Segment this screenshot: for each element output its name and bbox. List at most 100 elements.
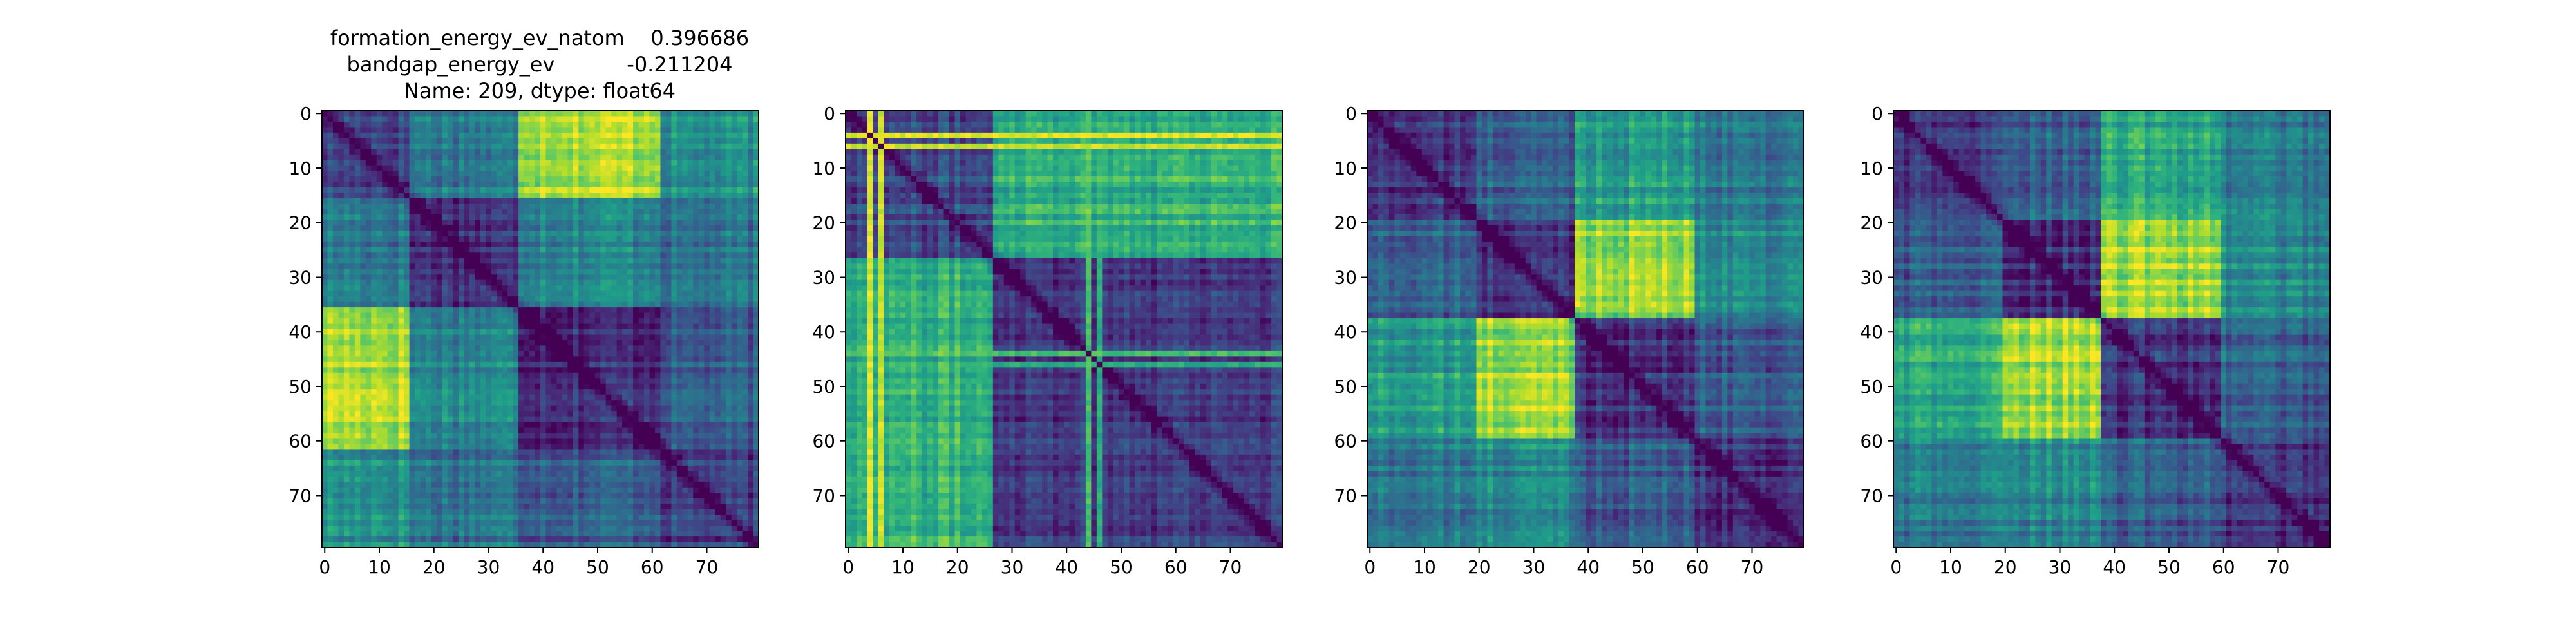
heatmap-cell bbox=[562, 214, 568, 220]
heatmap-cell bbox=[743, 231, 748, 236]
heatmap-cell bbox=[518, 378, 524, 384]
heatmap-cell bbox=[497, 258, 502, 264]
heatmap-cell bbox=[399, 242, 404, 247]
heatmap-cell bbox=[660, 384, 666, 390]
heatmap-cell bbox=[410, 307, 415, 313]
heatmap-cell bbox=[611, 214, 617, 220]
heatmap-cell bbox=[567, 155, 573, 160]
heatmap-cell bbox=[393, 280, 399, 286]
heatmap-cell bbox=[453, 247, 459, 253]
heatmap-cell bbox=[513, 313, 519, 319]
heatmap-cell bbox=[578, 144, 584, 149]
heatmap-cell bbox=[633, 187, 639, 193]
heatmap-cell bbox=[704, 373, 710, 379]
heatmap-cell bbox=[399, 378, 404, 384]
heatmap-cell bbox=[349, 384, 355, 390]
heatmap-cell bbox=[545, 444, 551, 450]
heatmap-cell bbox=[327, 378, 333, 384]
heatmap-cell bbox=[513, 367, 519, 373]
heatmap-cell bbox=[573, 127, 579, 133]
heatmap-cell bbox=[415, 274, 421, 280]
heatmap-cell bbox=[567, 313, 573, 319]
heatmap-cell bbox=[371, 176, 377, 182]
heatmap-cell bbox=[480, 111, 486, 117]
heatmap-cell bbox=[600, 329, 606, 335]
heatmap-cell bbox=[377, 166, 383, 171]
heatmap-cell bbox=[355, 187, 361, 193]
heatmap-cell bbox=[410, 138, 415, 144]
heatmap-cell bbox=[355, 291, 361, 297]
heatmap-cell bbox=[650, 149, 656, 155]
heatmap-cell bbox=[388, 220, 393, 226]
heatmap-cell bbox=[459, 291, 464, 297]
heatmap-cell bbox=[322, 351, 328, 357]
heatmap-cell bbox=[355, 176, 361, 182]
heatmap-cell bbox=[502, 428, 508, 433]
heatmap-cell bbox=[644, 176, 650, 182]
heatmap-cell bbox=[475, 307, 480, 313]
heatmap-cell bbox=[338, 324, 344, 330]
heatmap-cell bbox=[410, 204, 415, 209]
heatmap-cell bbox=[639, 252, 645, 258]
heatmap-cell bbox=[617, 307, 623, 313]
heatmap-cell bbox=[644, 444, 650, 450]
heatmap-cell bbox=[459, 116, 464, 122]
heatmap-cell bbox=[513, 111, 519, 117]
heatmap-cell bbox=[584, 198, 590, 204]
heatmap-cell bbox=[682, 384, 688, 390]
heatmap-cell bbox=[437, 356, 442, 362]
heatmap-cell bbox=[524, 417, 530, 422]
heatmap-cell bbox=[421, 187, 426, 193]
heatmap-cell bbox=[486, 439, 491, 444]
heatmap-cell bbox=[562, 291, 568, 297]
heatmap-cell bbox=[666, 329, 672, 335]
heatmap-cell bbox=[622, 263, 628, 269]
heatmap-cell bbox=[388, 160, 393, 166]
heatmap-cell bbox=[502, 258, 508, 264]
heatmap-cell bbox=[469, 384, 475, 390]
heatmap-cell bbox=[529, 116, 535, 122]
heatmap-cell bbox=[518, 111, 524, 117]
heatmap-cell bbox=[327, 155, 333, 160]
heatmap-cell bbox=[578, 406, 584, 412]
heatmap-cell bbox=[693, 356, 699, 362]
heatmap-cell bbox=[688, 400, 694, 406]
heatmap-cell bbox=[551, 171, 557, 176]
heatmap-cell bbox=[545, 155, 551, 160]
heatmap-cell bbox=[693, 214, 699, 220]
heatmap-cell bbox=[743, 138, 748, 144]
heatmap-cell bbox=[584, 285, 590, 291]
heatmap-cell bbox=[710, 444, 715, 450]
heatmap-cell bbox=[360, 133, 366, 138]
heatmap-cell bbox=[693, 116, 699, 122]
heatmap-cell bbox=[540, 220, 546, 226]
heatmap-cell bbox=[518, 280, 524, 286]
heatmap-cell bbox=[480, 334, 486, 340]
heatmap-cell bbox=[556, 296, 562, 302]
heatmap-cell bbox=[333, 291, 339, 297]
heatmap-cell bbox=[371, 193, 377, 198]
heatmap-cell bbox=[660, 334, 666, 340]
heatmap-cell bbox=[399, 280, 404, 286]
heatmap-cell bbox=[622, 127, 628, 133]
heatmap-cell bbox=[600, 291, 606, 297]
heatmap-cell bbox=[748, 351, 753, 357]
heatmap-cell bbox=[710, 263, 715, 269]
heatmap-cell bbox=[628, 269, 634, 275]
heatmap-cell bbox=[453, 395, 459, 401]
heatmap-cell bbox=[699, 356, 705, 362]
heatmap-cell bbox=[327, 324, 333, 330]
heatmap-cell bbox=[448, 302, 453, 308]
heatmap-cell bbox=[611, 149, 617, 155]
heatmap-cell bbox=[421, 329, 426, 335]
heatmap-cell bbox=[606, 214, 612, 220]
heatmap-cell bbox=[382, 307, 388, 313]
heatmap-cell bbox=[480, 329, 486, 335]
heatmap-cell bbox=[382, 231, 388, 236]
heatmap-cell bbox=[660, 155, 666, 160]
heatmap-cell bbox=[426, 182, 431, 187]
heatmap-cell bbox=[469, 220, 475, 226]
heatmap-cell bbox=[567, 171, 573, 176]
heatmap-cell bbox=[573, 193, 579, 198]
heatmap-cell bbox=[699, 422, 705, 428]
